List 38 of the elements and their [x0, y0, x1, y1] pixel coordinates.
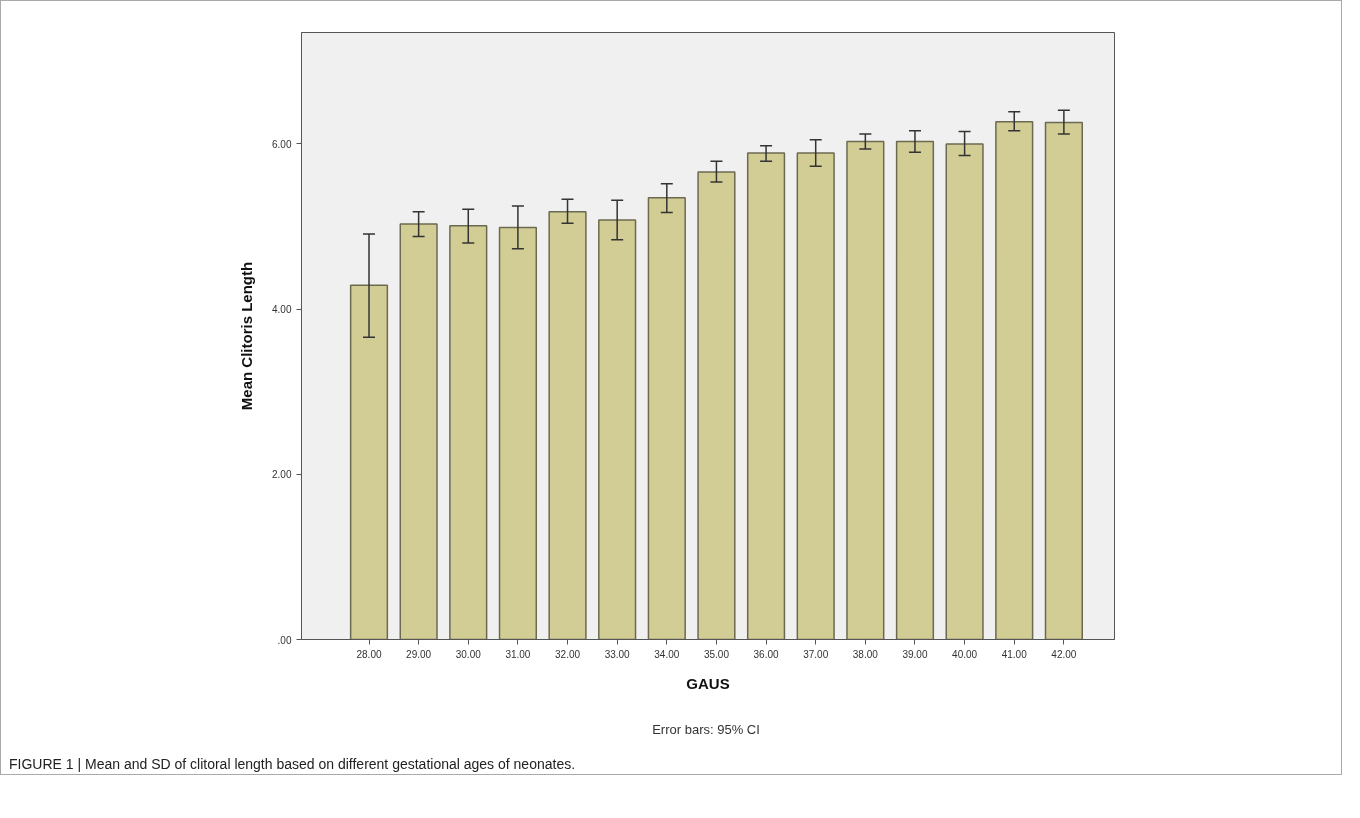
bar [796, 152, 835, 640]
y-axis-title: Mean Clitoris Length [238, 261, 256, 411]
bar [548, 210, 587, 640]
y-tick-label: 6.00 [272, 138, 292, 150]
bar [846, 140, 885, 640]
bar [945, 143, 984, 640]
bar [1044, 121, 1083, 640]
bar [995, 120, 1034, 640]
bar [697, 171, 736, 640]
bar [498, 226, 538, 640]
x-tick-label: 29.00 [406, 648, 432, 660]
x-tick-label: 42.00 [1051, 648, 1077, 660]
bar [598, 219, 637, 640]
x-tick-label: 37.00 [803, 648, 829, 660]
bar [449, 225, 488, 640]
y-tick-label: .00 [277, 634, 292, 646]
x-tick-label: 32.00 [555, 648, 581, 660]
bar [746, 152, 786, 640]
y-tick-label: 4.00 [272, 304, 292, 316]
bar [895, 140, 935, 640]
bar [647, 196, 686, 640]
x-tick-label: 41.00 [1001, 648, 1028, 660]
x-tick-label: 36.00 [753, 648, 780, 660]
x-tick-label: 40.00 [952, 648, 978, 660]
x-tick-label: 28.00 [356, 648, 382, 660]
y-tick-label: 2.00 [272, 469, 292, 481]
x-tick-label: 34.00 [654, 648, 680, 660]
text: Error bars: 95% CI [652, 721, 760, 739]
x-tick-label: 31.00 [505, 648, 531, 660]
x-axis-title: GAUS [686, 674, 730, 692]
x-tick-label: 39.00 [902, 648, 928, 660]
x-tick-label: 33.00 [604, 648, 631, 660]
caption: FIGURE 1 | Mean and SD of clitoral length based on different gestational ages of neonates. [9, 754, 576, 774]
bar [349, 284, 389, 640]
x-tick-label: 38.00 [852, 648, 879, 660]
x-tick-label: 30.00 [455, 648, 482, 660]
x-tick-label: 35.00 [703, 648, 730, 660]
bar [399, 223, 438, 640]
